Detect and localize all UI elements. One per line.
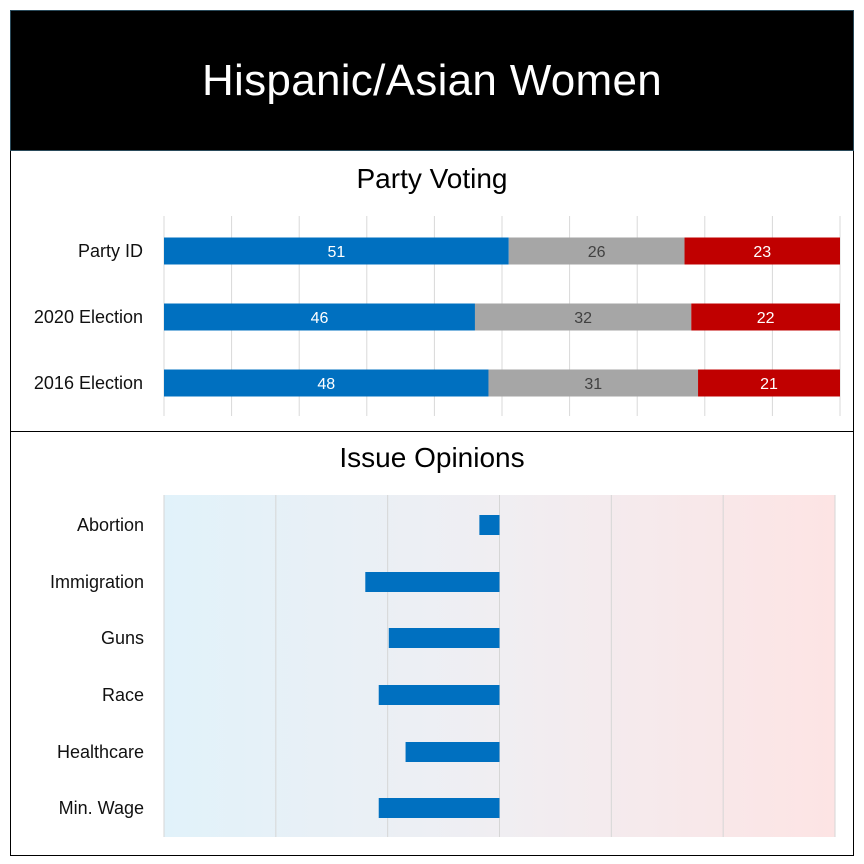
data-label: 22: [757, 310, 775, 327]
stacked-bar-segment: [508, 237, 685, 265]
party-voting-title: Party Voting: [356, 163, 508, 194]
stacked-bar-segment: [164, 369, 489, 397]
data-label: 31: [584, 376, 602, 393]
data-label: 21: [760, 376, 778, 393]
title-banner: Hispanic/Asian Women: [10, 10, 854, 151]
category-label: Race: [102, 685, 144, 705]
page-title: Hispanic/Asian Women: [201, 55, 663, 105]
data-label: 48: [317, 376, 335, 393]
category-label: 2016 Election: [34, 373, 143, 393]
stacked-bar-segment: [691, 303, 840, 331]
category-label: Min. Wage: [59, 798, 144, 818]
category-label: Immigration: [50, 572, 144, 592]
party-voting-chart: Party ID 51 26 23 2020 Election 46 32 22 2016 El…: [34, 216, 841, 416]
category-label: Healthcare: [57, 742, 144, 762]
issue-bar: [378, 685, 500, 705]
stacked-bar-segment: [684, 237, 840, 265]
section-divider: [10, 431, 854, 432]
category-label: 2020 Election: [34, 307, 143, 327]
issue-bar: [479, 515, 500, 535]
stacked-bar-segment: [164, 237, 509, 265]
stacked-bar-segment: [164, 303, 475, 331]
data-label: 26: [588, 244, 606, 261]
category-label: Abortion: [77, 515, 144, 535]
issue-opinions-chart: Abortion Immigration Guns Race Healthcare Min…: [50, 495, 836, 837]
stacked-bar-segment: [488, 369, 699, 397]
data-label: 32: [574, 310, 592, 327]
stacked-bar-segment: [698, 369, 840, 397]
category-label: Guns: [101, 628, 144, 648]
category-label: Party ID: [78, 241, 143, 261]
data-label: 46: [311, 310, 329, 327]
issue-bar: [365, 572, 500, 592]
issue-bar: [388, 628, 500, 648]
issue-bar: [405, 742, 500, 762]
issue-bar: [378, 798, 500, 818]
data-label: 23: [753, 244, 771, 261]
stacked-bar-segment: [474, 303, 692, 331]
data-label: 51: [327, 244, 345, 261]
issue-opinions-title: Issue Opinions: [339, 442, 525, 473]
